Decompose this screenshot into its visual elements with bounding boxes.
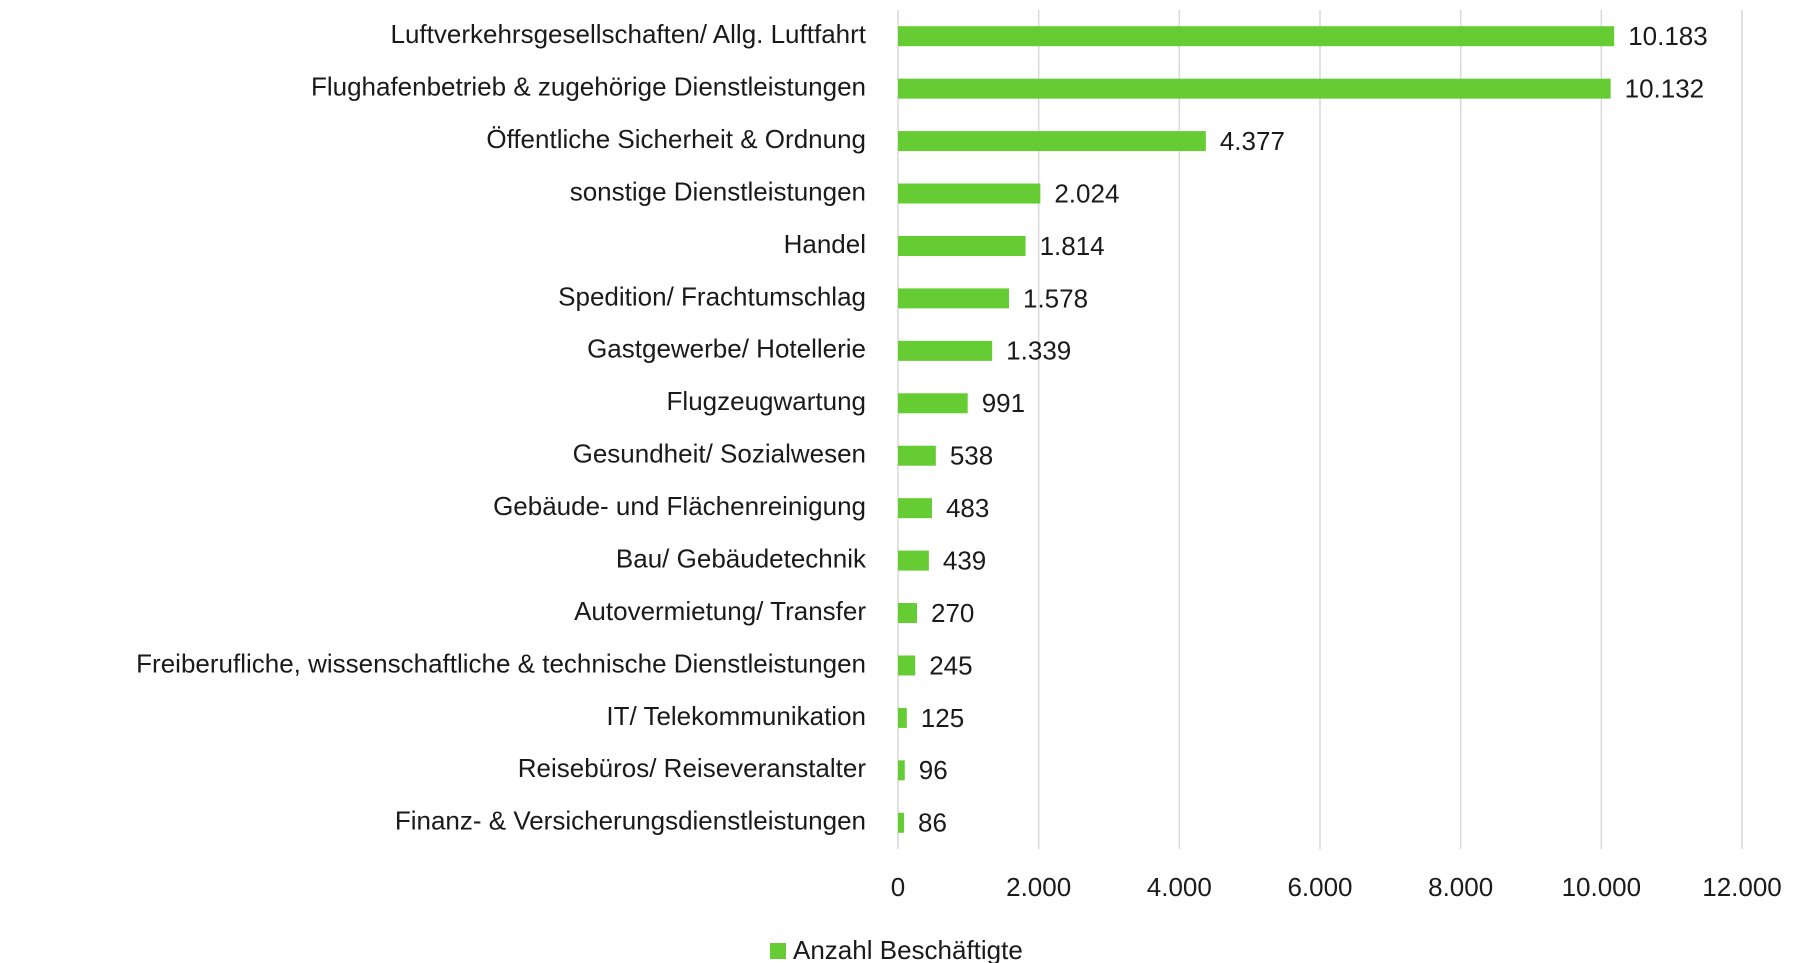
bar: [898, 498, 932, 519]
bar: [898, 131, 1206, 152]
y-tick-label: Öffentliche Sicherheit & Ordnung: [486, 124, 866, 154]
x-tick-label: 6.000: [1287, 872, 1352, 902]
x-tick-label: 10.000: [1562, 872, 1642, 902]
data-label: 1.339: [1006, 336, 1071, 366]
data-label: 538: [950, 441, 993, 471]
data-label: 10.183: [1628, 21, 1708, 51]
bar: [898, 26, 1615, 47]
legend-swatch: [770, 943, 786, 959]
x-tick-label: 0: [891, 872, 905, 902]
data-label: 245: [929, 650, 972, 680]
bar: [898, 760, 905, 781]
y-tick-label: Finanz- & Versicherungsdienstleistungen: [395, 806, 866, 836]
data-label: 2.024: [1054, 178, 1119, 208]
bar: [898, 655, 916, 676]
bar: [898, 707, 907, 728]
data-label: 270: [931, 598, 974, 628]
x-tick-label: 12.000: [1702, 872, 1782, 902]
y-tick-label: Flughafenbetrieb & zugehörige Dienstleis…: [311, 72, 866, 102]
y-tick-label: Gebäude- und Flächenreinigung: [493, 491, 866, 521]
bar: [898, 235, 1026, 256]
data-label: 991: [982, 388, 1025, 418]
bar: [898, 812, 905, 833]
bar: [898, 393, 968, 414]
y-tick-label: Handel: [784, 229, 866, 259]
data-label: 483: [946, 493, 989, 523]
bar: [898, 603, 917, 624]
data-label: 125: [921, 703, 964, 733]
bar: [898, 445, 936, 466]
legend-label: Anzahl Beschäftigte: [793, 935, 1023, 963]
bar: [898, 183, 1041, 204]
bar: [898, 550, 929, 571]
y-tick-label: Gastgewerbe/ Hotellerie: [587, 334, 866, 364]
data-label: 96: [919, 755, 948, 785]
x-tick-label: 4.000: [1147, 872, 1212, 902]
data-label: 439: [943, 545, 986, 575]
y-tick-label: Gesundheit/ Sozialwesen: [573, 439, 866, 469]
y-tick-label: Freiberufliche, wissenschaftliche & tech…: [136, 648, 866, 678]
y-tick-label: sonstige Dienstleistungen: [570, 176, 866, 206]
data-label: 1.814: [1040, 231, 1105, 261]
y-tick-label: Autovermietung/ Transfer: [574, 596, 866, 626]
marks: [898, 26, 1615, 833]
x-tick-label: 2.000: [1006, 872, 1071, 902]
y-tick-label: Spedition/ Frachtumschlag: [558, 281, 866, 311]
y-tick-label: IT/ Telekommunikation: [606, 701, 866, 731]
y-tick-label: Reisebüros/ Reiseveranstalter: [518, 753, 867, 783]
bar: [898, 340, 993, 361]
data-label: 1.578: [1023, 283, 1088, 313]
y-tick-label: Bau/ Gebäudetechnik: [616, 543, 867, 573]
bar: [898, 78, 1611, 99]
x-tick-label: 8.000: [1428, 872, 1493, 902]
y-tick-label: Luftverkehrsgesellschaften/ Allg. Luftfa…: [391, 19, 867, 49]
bar: [898, 288, 1009, 309]
data-label: 86: [918, 808, 947, 838]
data-label: 4.377: [1220, 126, 1285, 156]
data-label: 10.132: [1625, 74, 1705, 104]
y-tick-label: Flugzeugwartung: [667, 386, 866, 416]
